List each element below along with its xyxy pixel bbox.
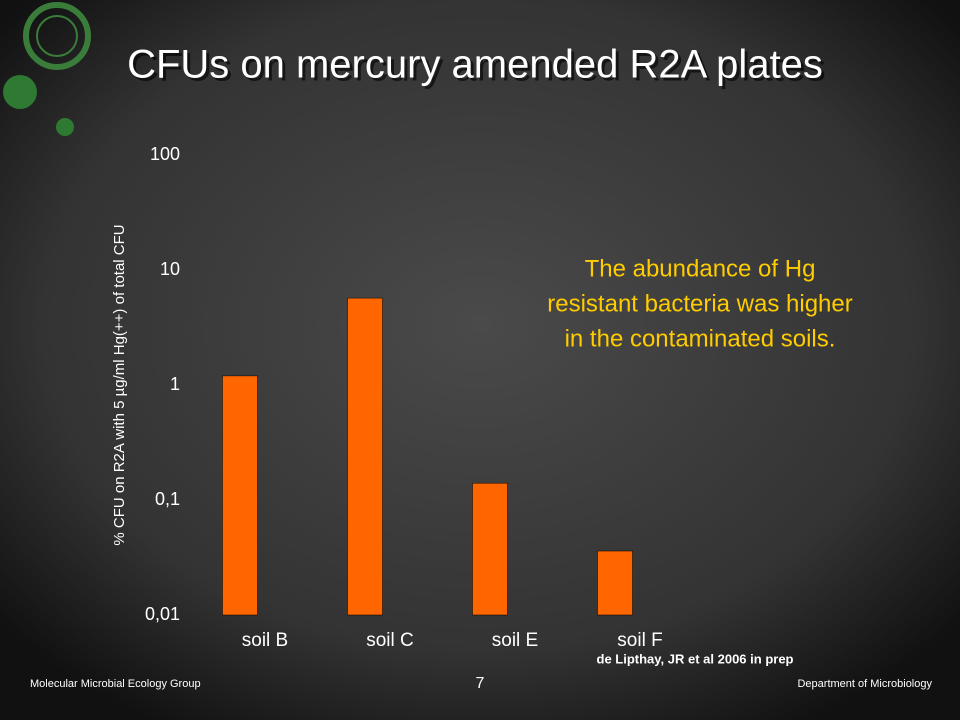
- footer-left: Molecular Microbial Ecology Group: [30, 678, 201, 690]
- annotation: resistant bacteria was higher: [547, 290, 852, 317]
- bar: [222, 375, 258, 616]
- chart-title-shadow: CFUs on mercury amended R2A plates: [130, 46, 826, 90]
- y-tick-label: 1: [170, 374, 180, 394]
- source: de Lipthay, JR et al 2006 in prep: [597, 651, 794, 666]
- x-tick-label: soil E: [492, 630, 538, 651]
- bar: [597, 550, 633, 616]
- y-tick-label: 0,1: [155, 489, 180, 509]
- footer-right: Department of Microbiology: [797, 678, 932, 690]
- bar: [472, 482, 508, 616]
- x-tick-label: soil F: [617, 630, 662, 651]
- chart-title: CFUs on mercury amended R2A plates: [127, 43, 823, 87]
- annotation: in the contaminated soils.: [565, 325, 836, 352]
- x-tick-label: soil C: [366, 630, 414, 651]
- y-tick-label: 10: [160, 259, 180, 279]
- y-tick-label: 100: [150, 144, 180, 164]
- y-axis-label: % CFU on R2A with 5 µg/ml Hg(++) of tota…: [111, 224, 128, 545]
- y-tick-label: 0,01: [145, 604, 180, 624]
- page-number: 7: [476, 675, 485, 692]
- annotation: The abundance of Hg: [585, 255, 816, 282]
- bar: [347, 297, 383, 616]
- x-tick-label: soil B: [242, 630, 288, 651]
- logo: [3, 2, 91, 136]
